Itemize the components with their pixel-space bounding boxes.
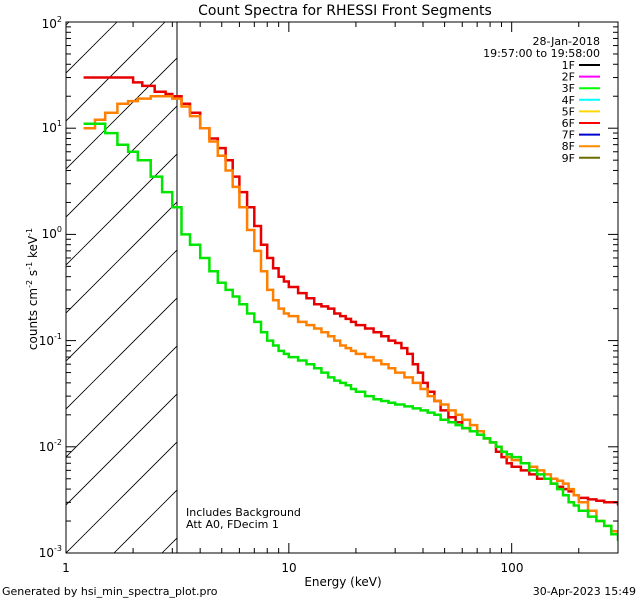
hatch-line (594, 22, 640, 553)
series-group (83, 76, 618, 541)
x-tick-label-1: 1 (62, 561, 70, 575)
y-tick-label-1e-2: 10-2 (39, 438, 62, 454)
legend-label-4F: 4F (562, 94, 575, 107)
series-3F (83, 122, 618, 541)
hatch-line (66, 441, 177, 553)
x-tick-label-100: 100 (501, 561, 524, 575)
y-tick-label-1e-3: 10-3 (39, 544, 62, 560)
hatch-line (66, 249, 177, 362)
plot-frame (65, 21, 619, 554)
y-axis-label: counts cm-2 s-1 keV-1 (25, 228, 40, 350)
hatch-line (546, 22, 640, 553)
chart-title: Count Spectra for RHESSI Front Segments (198, 3, 492, 19)
hatch-line (66, 22, 166, 122)
date-label: 28-Jan-2018 (533, 35, 601, 48)
y-tick-label-1e2: 102 (42, 15, 62, 31)
time-range-label: 19:57:00 to 19:58:00 (483, 47, 600, 60)
hatch-line (66, 393, 177, 506)
hatch-line (66, 57, 177, 170)
y-tick-label-1e0: 100 (42, 225, 62, 241)
legend-label-7F: 7F (562, 129, 575, 142)
series-8F (83, 94, 618, 535)
legend-label-3F: 3F (562, 82, 575, 95)
hatch-line (402, 22, 640, 553)
hatch-region (0, 22, 640, 553)
series-6F (83, 76, 618, 506)
hatch-line (306, 22, 640, 553)
legend-label-9F: 9F (562, 152, 575, 165)
x-tick-label-10: 10 (281, 561, 296, 575)
hatch-line (354, 22, 640, 553)
annotation-attenuator: Att A0, FDecim 1 (186, 518, 279, 531)
hatch-line (66, 345, 177, 458)
legend-label-5F: 5F (562, 105, 575, 118)
annotation-background: Includes Background (186, 506, 301, 519)
legend-label-1F: 1F (562, 59, 575, 72)
hatch-line (210, 22, 640, 553)
hatch-line (258, 22, 640, 553)
hatch-line (0, 22, 21, 553)
legend-label-2F: 2F (562, 71, 575, 84)
footer-timestamp: 30-Apr-2023 15:49 (533, 585, 636, 598)
legend-label-8F: 8F (562, 140, 575, 153)
x-axis-label: Energy (keV) (304, 575, 381, 589)
axis-ticks (65, 22, 619, 554)
legend-label-6F: 6F (562, 117, 575, 130)
hatch-line (66, 22, 70, 26)
hatch-line (66, 153, 177, 266)
hatch-line (66, 105, 177, 218)
hatch-line (66, 22, 118, 74)
footer-generated-by: Generated by hsi_min_spectra_plot.pro (2, 585, 218, 598)
y-tick-label-1e-1: 10-1 (39, 332, 62, 348)
hatch-line (66, 201, 177, 314)
y-tick-label-1e1: 101 (42, 119, 62, 135)
